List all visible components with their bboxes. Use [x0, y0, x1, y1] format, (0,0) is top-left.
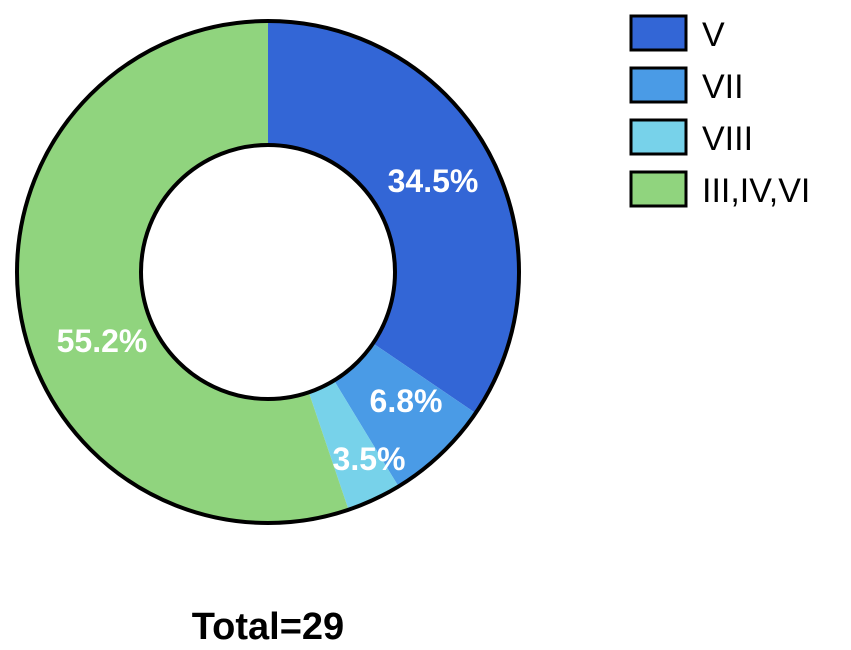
legend-label: VII — [702, 68, 744, 106]
donut-slice-iii-iv-vi — [16, 21, 349, 523]
legend-swatch — [629, 170, 688, 208]
donut-hole — [139, 143, 397, 401]
total-annotation: Total=29 — [192, 606, 344, 648]
legend-swatch — [629, 118, 688, 156]
legend-swatch — [629, 14, 688, 52]
slice-labels: 34.5% 6.8% 3.5% 55.2% — [57, 163, 479, 477]
legend: V VII VIII III,IV,VI — [629, 14, 810, 210]
legend-label: VIII — [702, 120, 753, 158]
slice-value-label: 6.8% — [370, 383, 443, 419]
legend-label: V — [702, 16, 725, 54]
slice-value-label: 34.5% — [388, 163, 479, 199]
donut-slices — [16, 21, 519, 523]
donut-outer-outline — [15, 19, 521, 525]
slice-value-label: 55.2% — [57, 323, 148, 359]
legend-label: III,IV,VI — [702, 172, 810, 210]
slice-value-label: 3.5% — [333, 441, 406, 477]
legend-swatch — [629, 66, 688, 104]
donut-slice-v — [268, 21, 519, 414]
donut-slice-vii — [334, 343, 476, 487]
donut-slice-viii — [308, 380, 399, 510]
